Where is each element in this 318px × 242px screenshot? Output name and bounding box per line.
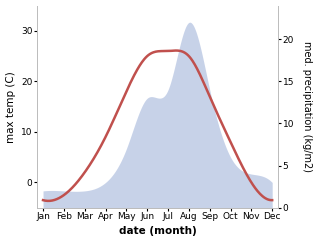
Y-axis label: med. precipitation (kg/m2): med. precipitation (kg/m2) [302,41,313,172]
X-axis label: date (month): date (month) [119,227,197,236]
Y-axis label: max temp (C): max temp (C) [5,71,16,143]
